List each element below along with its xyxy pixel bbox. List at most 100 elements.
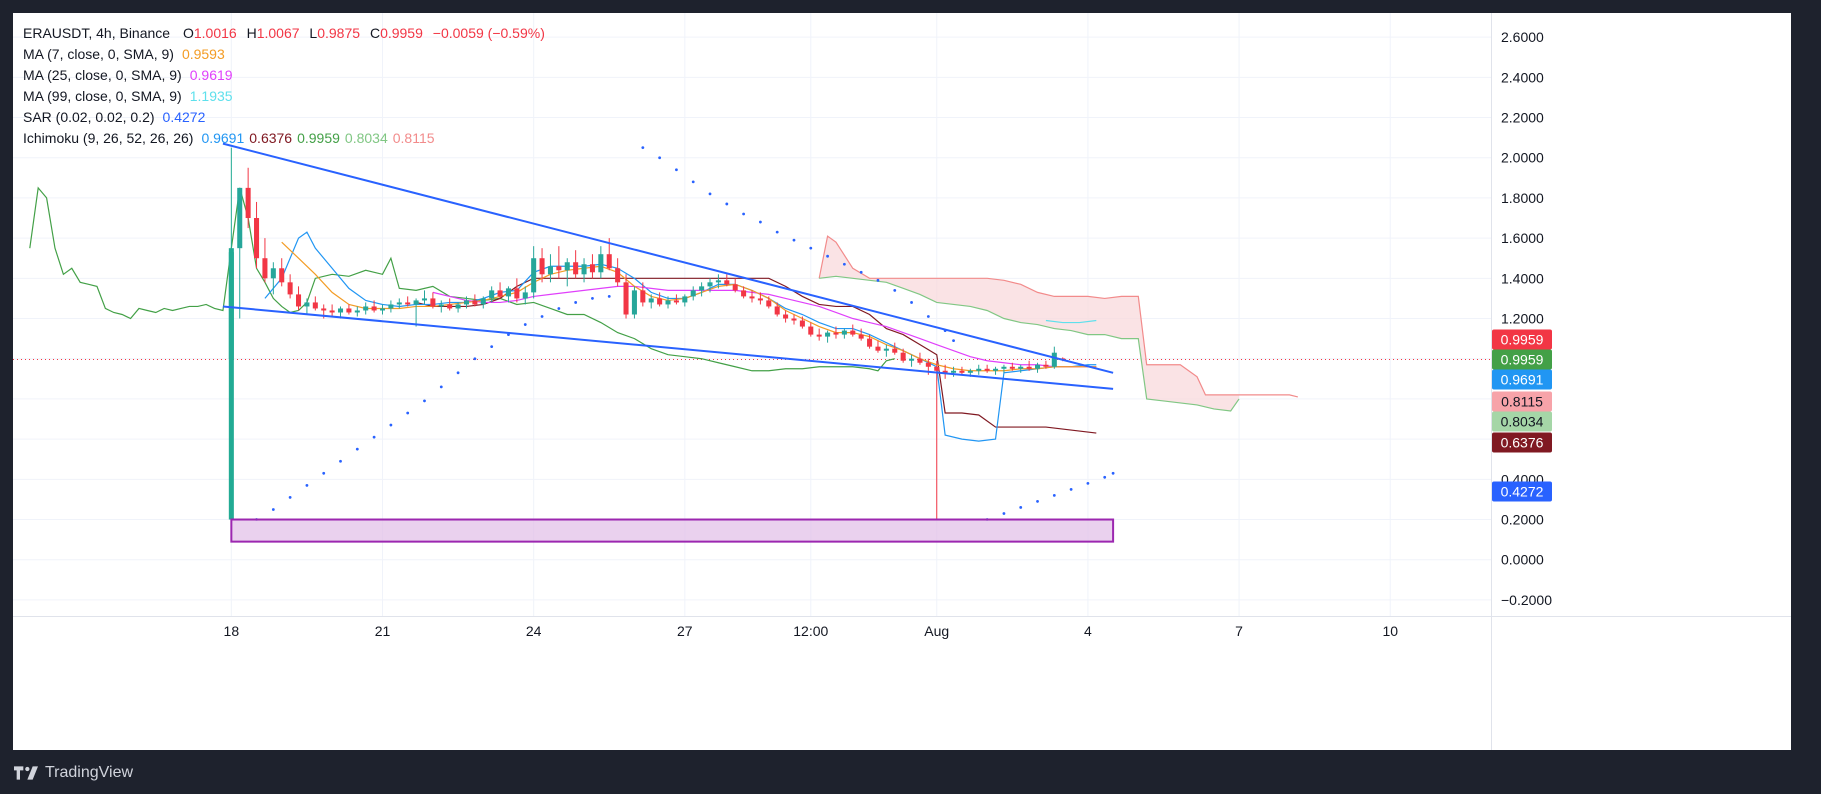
candle-down: [867, 338, 873, 347]
candle-down: [741, 290, 747, 297]
candle-down: [1009, 366, 1015, 369]
price-tick-label: 2.0000: [1501, 150, 1544, 166]
candle-down: [808, 326, 814, 335]
price-badge: [1492, 369, 1552, 390]
candle-up: [421, 298, 428, 301]
indicator-row[interactable]: Ichimoku (9, 26, 52, 26, 26) 0.9691 0.6376…: [23, 128, 545, 149]
time-tick-label: Aug: [924, 623, 949, 639]
time-tick-label: 27: [677, 623, 693, 639]
sar-dot: [775, 230, 779, 234]
candle-up: [354, 310, 360, 313]
indicator-row[interactable]: SAR (0.02, 0.02, 0.2) 0.4272: [23, 107, 545, 128]
indicator-label: MA (25, close, 0, SMA, 9): [23, 67, 182, 83]
sar-dot: [1086, 481, 1090, 485]
candle-down: [799, 320, 805, 327]
candle-down: [497, 290, 503, 297]
candle-up: [631, 290, 637, 315]
price-tick-label: 1.8000: [1501, 190, 1544, 206]
price-tick-label: 1.4000: [1501, 270, 1544, 286]
sar-dot: [641, 146, 645, 150]
candle-down: [934, 366, 940, 371]
indicator-row[interactable]: MA (25, close, 0, SMA, 9) 0.9619: [23, 65, 545, 86]
candle-up: [413, 300, 419, 305]
sar-dot: [523, 323, 527, 326]
time-tick-label: 21: [375, 623, 391, 639]
ichimoku-span-b-line: [818, 235, 1298, 398]
candle-up: [304, 302, 310, 307]
sar-dot: [893, 288, 897, 292]
indicator-row[interactable]: MA (7, close, 0, SMA, 9) 0.9593: [23, 44, 545, 65]
candle-down: [539, 258, 545, 275]
candle-up: [228, 252, 234, 520]
candle-up: [480, 298, 486, 305]
candle-down: [757, 298, 763, 301]
indicator-value: 0.9959: [297, 130, 340, 146]
candle-up: [337, 308, 344, 313]
ichimoku-span-a-line: [819, 275, 1240, 412]
candle-down: [925, 362, 931, 367]
sar-dot: [842, 262, 846, 266]
price-badge: [1492, 349, 1552, 370]
candle-down: [346, 308, 352, 313]
candle-up: [1051, 352, 1057, 367]
sar-dot: [271, 508, 275, 511]
time-tick-label: 18: [224, 623, 240, 639]
candle-up: [489, 290, 495, 299]
time-tick-label: 10: [1382, 623, 1398, 639]
candle-down: [296, 294, 302, 307]
candle-down: [447, 304, 453, 309]
candle-down: [766, 300, 772, 307]
indicator-value: 0.4272: [162, 109, 206, 125]
candle-down: [589, 264, 595, 273]
sar-dot: [792, 238, 796, 242]
sar-dot: [607, 295, 611, 298]
price-badge: [1492, 432, 1552, 453]
sar-dot: [1069, 487, 1073, 491]
price-badge-label: 0.9959: [1501, 352, 1544, 368]
candle-down: [279, 268, 285, 283]
sar-dot: [473, 357, 477, 361]
sar-dot: [423, 399, 426, 403]
candle-down: [514, 288, 520, 299]
sar-dot: [742, 212, 746, 216]
sar-dot: [540, 315, 544, 318]
candle-down: [959, 370, 965, 373]
price-tick-label: −0.2000: [1501, 592, 1552, 608]
candle-down: [833, 332, 839, 335]
sar-dot: [591, 297, 594, 300]
sar-dot: [406, 411, 410, 415]
price-badge-label: 0.4272: [1501, 484, 1544, 500]
price-badge-label: 0.8034: [1501, 414, 1544, 430]
cloud-fill: [819, 236, 1240, 411]
sar-dot: [691, 180, 695, 184]
high-value: 1.0067: [256, 25, 300, 41]
drawings: [222, 142, 1115, 543]
sar-dot: [758, 220, 762, 224]
candle-down: [724, 280, 730, 285]
candle-down: [329, 310, 335, 313]
candle-down: [615, 268, 621, 283]
close-value: 0.9959: [380, 25, 423, 41]
indicator-label: Ichimoku (9, 26, 52, 26, 26): [23, 130, 194, 146]
candle-up: [547, 266, 553, 275]
candle-up: [505, 288, 511, 297]
candle-up: [270, 268, 276, 279]
ma99-line: [1045, 319, 1097, 324]
tradingview-brand[interactable]: TradingView: [14, 764, 133, 782]
candle-up: [463, 300, 469, 305]
indicator-row[interactable]: MA (99, close, 0, SMA, 9) 1.1935: [23, 86, 545, 107]
candle-up: [438, 304, 444, 307]
indicator-rows: MA (7, close, 0, SMA, 9) 0.9593 MA (25, cl…: [23, 44, 545, 149]
symbol-row: ERAUSDT, 4h, Binance O1.0016 H1.0067 L0.…: [23, 23, 545, 44]
candle-up: [598, 254, 604, 273]
candle-up: [379, 308, 386, 311]
sar-dot: [1111, 471, 1115, 475]
candle-down: [850, 330, 856, 335]
close-label: C: [369, 25, 381, 41]
price-badge-label: 0.8115: [1501, 394, 1543, 410]
candle-down: [287, 282, 293, 295]
chart-area[interactable]: 2.6000 2.4000 2.2000 2.0000 1.8000 1.6000 1.40…: [13, 13, 1791, 750]
chart-canvas[interactable]: 2.6000 2.4000 2.2000 2.0000 1.8000 1.6000 1.40…: [13, 13, 1791, 750]
low-label: L: [309, 25, 318, 41]
chart-legend: ERAUSDT, 4h, Binance O1.0016 H1.0067 L0.…: [23, 23, 545, 149]
